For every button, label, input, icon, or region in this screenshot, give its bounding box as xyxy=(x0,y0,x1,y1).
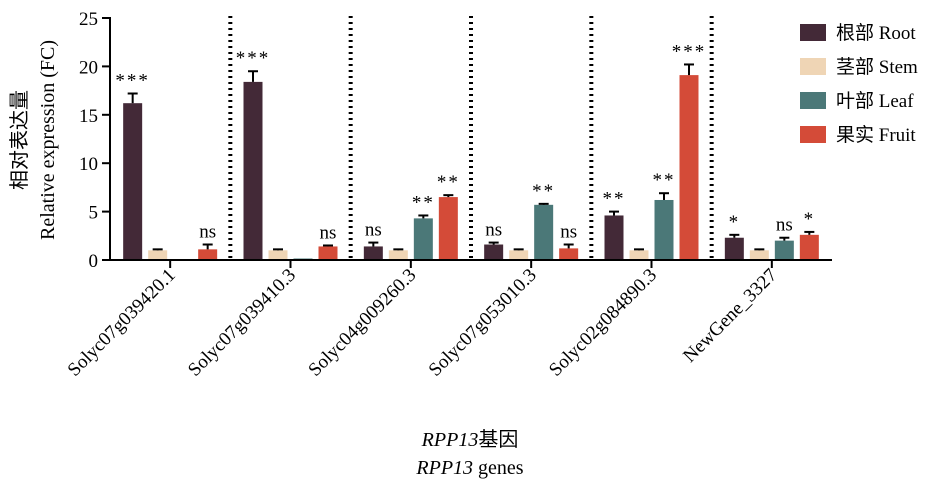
legend-label: 果实 Fruit xyxy=(836,124,916,146)
bar xyxy=(438,197,458,260)
significance-label: ** xyxy=(603,189,626,210)
bar xyxy=(363,246,383,260)
y-tick-label: 10 xyxy=(79,154,98,175)
significance-label: ** xyxy=(532,181,555,202)
bar xyxy=(198,249,218,260)
x-axis-label-line1: RPP13基因 xyxy=(421,428,519,451)
significance-label: *** xyxy=(236,48,271,69)
x-tick-label: Solyc04g009260.3 xyxy=(304,265,420,381)
significance-label: ** xyxy=(437,172,460,193)
significance-label: ns xyxy=(776,215,793,236)
y-axis-label-en: Relative expression (FC) xyxy=(37,40,59,240)
x-tick-label: Solyc07g053010.3 xyxy=(425,265,541,381)
y-tick-label: 20 xyxy=(79,57,98,78)
bar xyxy=(724,237,744,260)
bar xyxy=(123,103,143,261)
significance-label: ns xyxy=(365,220,382,241)
bar xyxy=(268,250,288,260)
x-axis-ticks: Solyc07g039420.1 Solyc07g039410.3 Solyc04g… xyxy=(64,260,781,381)
significance-label: ns xyxy=(560,222,577,243)
bar xyxy=(559,248,579,260)
bars-layer xyxy=(123,75,819,261)
legend: 根部 Root 茎部 Stem 叶部 Leaf 果实 Fruit xyxy=(800,22,918,146)
significance-labels: ***ns***ns ns****ns**ns******** ns * xyxy=(115,41,816,243)
significance-label: *** xyxy=(115,71,150,92)
significance-label: ** xyxy=(412,192,435,213)
x-axis-label-gene-2: RPP13 xyxy=(415,457,473,479)
y-tick-label: 5 xyxy=(89,203,99,224)
bar xyxy=(679,75,699,260)
bar xyxy=(243,81,263,260)
x-axis-label-suffix-1: 基因 xyxy=(478,428,518,451)
bar xyxy=(799,234,819,260)
significance-label: * xyxy=(804,209,816,230)
group-separators xyxy=(228,16,714,260)
bar xyxy=(388,250,408,260)
legend-swatch xyxy=(800,126,826,143)
bar xyxy=(484,244,504,260)
legend-label: 根部 Root xyxy=(836,22,916,44)
legend-label: 叶部 Leaf xyxy=(836,90,914,112)
significance-label: *** xyxy=(672,41,707,62)
y-tick-label: 15 xyxy=(79,106,98,127)
bar xyxy=(654,199,674,260)
bar xyxy=(318,246,338,260)
significance-label: ** xyxy=(653,170,676,191)
significance-label: ns xyxy=(485,220,502,241)
legend-swatch xyxy=(800,58,826,75)
bar xyxy=(148,250,168,260)
x-axis-label-suffix-2: genes xyxy=(473,457,524,479)
legend-swatch xyxy=(800,24,826,41)
x-axis-label-gene-1: RPP13 xyxy=(421,429,479,451)
bar xyxy=(534,204,554,260)
y-tick-label: 0 xyxy=(89,251,99,272)
bar xyxy=(629,250,649,260)
bar xyxy=(413,218,433,260)
legend-label: 茎部 Stem xyxy=(836,56,918,78)
y-tick-label: 25 xyxy=(79,9,98,30)
x-tick-label: Solyc07g039410.3 xyxy=(184,265,300,381)
bar xyxy=(749,250,769,260)
x-tick-label: Solyc02g084890.3 xyxy=(545,265,661,381)
significance-label: * xyxy=(729,212,741,233)
x-axis-label-line2: RPP13 genes xyxy=(415,457,523,479)
error-bars-layer xyxy=(127,63,815,251)
legend-swatch xyxy=(800,92,826,109)
y-axis-label-cn: 相对表达量 xyxy=(8,90,31,190)
bar xyxy=(604,215,624,260)
x-tick-label: NewGene_3327 xyxy=(679,265,781,367)
significance-label: ns xyxy=(320,222,337,243)
y-axis-ticks: 0 5 10 15 20 25 xyxy=(79,9,110,272)
bar xyxy=(509,250,529,260)
bar xyxy=(774,240,794,260)
x-tick-label: Solyc07g039420.1 xyxy=(64,265,180,381)
significance-label: ns xyxy=(199,222,216,243)
